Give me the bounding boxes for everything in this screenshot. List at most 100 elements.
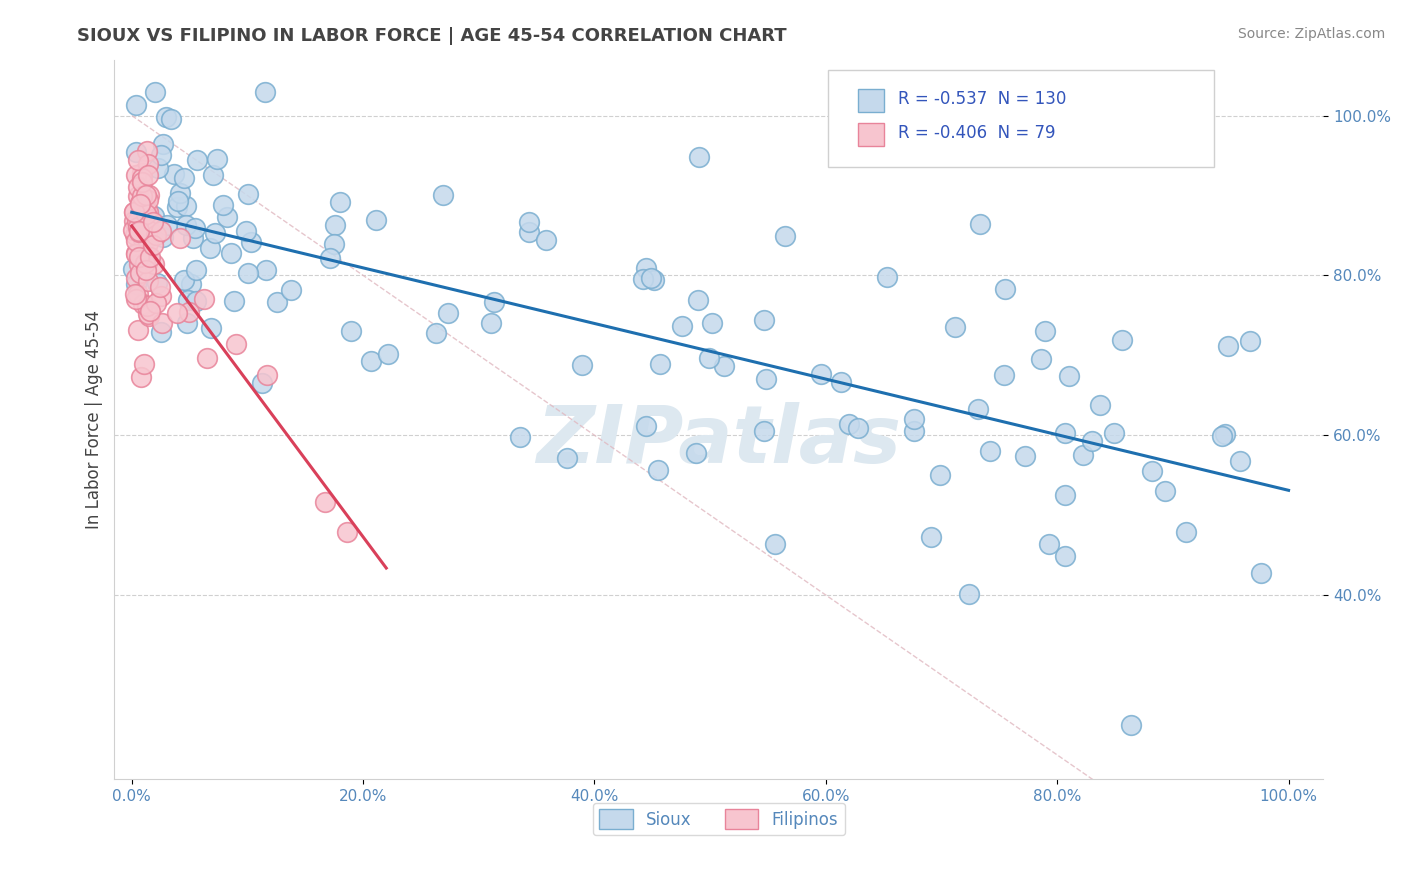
Text: ZIPatlas: ZIPatlas — [536, 401, 901, 480]
Point — [121, 223, 143, 237]
Point — [643, 273, 665, 287]
Point — [1031, 352, 1053, 367]
Point — [648, 357, 671, 371]
Point — [155, 110, 177, 124]
Point — [204, 226, 226, 240]
Point — [136, 308, 159, 322]
Point — [634, 261, 657, 276]
Point — [322, 236, 344, 251]
Point — [1071, 448, 1094, 462]
Point — [129, 197, 152, 211]
Point — [174, 218, 197, 232]
Point — [479, 317, 502, 331]
FancyBboxPatch shape — [828, 70, 1215, 168]
Point — [1053, 426, 1076, 441]
Point — [136, 254, 159, 268]
Point — [979, 443, 1001, 458]
Point — [1229, 453, 1251, 467]
Point — [143, 85, 166, 99]
Point — [239, 235, 262, 249]
Point — [135, 228, 157, 243]
Point — [122, 205, 145, 219]
Point — [517, 215, 540, 229]
Text: R = -0.406  N = 79: R = -0.406 N = 79 — [898, 124, 1056, 142]
Point — [364, 213, 387, 227]
Point — [122, 214, 145, 228]
Point — [127, 323, 149, 337]
Point — [186, 263, 208, 277]
Point — [200, 320, 222, 334]
Point — [131, 166, 153, 180]
Point — [132, 358, 155, 372]
Point — [136, 168, 159, 182]
Point — [830, 375, 852, 389]
Point — [127, 219, 149, 234]
Point — [134, 256, 156, 270]
Point — [236, 187, 259, 202]
Point — [166, 200, 188, 214]
Point — [323, 218, 346, 232]
Point — [150, 316, 173, 330]
Point — [810, 367, 832, 381]
Text: R = -0.537  N = 130: R = -0.537 N = 130 — [898, 90, 1066, 108]
Point — [125, 145, 148, 159]
Point — [1054, 488, 1077, 502]
Point — [994, 282, 1017, 296]
Point — [966, 402, 988, 417]
Point — [132, 232, 155, 246]
Point — [145, 227, 167, 242]
Point — [160, 112, 183, 126]
Point — [763, 536, 786, 550]
Point — [138, 157, 160, 171]
Point — [125, 169, 148, 183]
Point — [1059, 369, 1081, 384]
Point — [1081, 434, 1104, 449]
Point — [534, 233, 557, 247]
Point — [555, 450, 578, 465]
Point — [235, 224, 257, 238]
Point — [131, 171, 153, 186]
Point — [211, 198, 233, 212]
Point — [138, 205, 160, 219]
Point — [135, 207, 157, 221]
Point — [156, 218, 179, 232]
Point — [169, 231, 191, 245]
Point — [177, 293, 200, 308]
Point — [688, 150, 710, 164]
Point — [773, 228, 796, 243]
Legend: Sioux, Filipinos: Sioux, Filipinos — [593, 803, 845, 835]
Point — [152, 137, 174, 152]
Point — [280, 283, 302, 297]
Point — [124, 234, 146, 248]
Point — [1250, 566, 1272, 580]
Point — [838, 417, 860, 431]
Point — [254, 85, 277, 99]
Point — [200, 241, 222, 255]
Point — [1140, 464, 1163, 478]
Point — [149, 280, 172, 294]
Point — [224, 294, 246, 309]
Point — [139, 304, 162, 318]
Point — [146, 161, 169, 175]
Point — [219, 246, 242, 260]
Point — [957, 586, 980, 600]
Point — [134, 233, 156, 247]
Point — [1121, 718, 1143, 732]
FancyBboxPatch shape — [858, 123, 884, 146]
Point — [136, 226, 159, 240]
FancyBboxPatch shape — [858, 89, 884, 112]
Point — [184, 221, 207, 235]
Point — [250, 376, 273, 390]
Point — [142, 209, 165, 223]
Point — [127, 214, 149, 228]
Point — [1213, 427, 1236, 442]
Point — [225, 337, 247, 351]
Point — [193, 292, 215, 306]
Point — [1218, 339, 1240, 353]
Point — [319, 252, 342, 266]
Point — [1111, 333, 1133, 347]
Point — [124, 271, 146, 285]
Point — [1153, 484, 1175, 499]
Point — [176, 317, 198, 331]
Point — [329, 195, 352, 210]
